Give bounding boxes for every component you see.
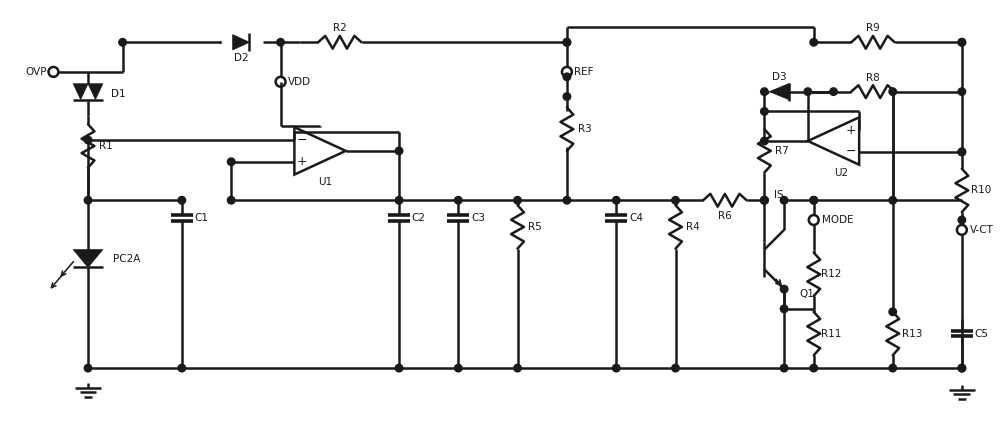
Circle shape: [672, 197, 679, 204]
Circle shape: [514, 197, 521, 204]
Text: MODE: MODE: [822, 215, 853, 225]
Circle shape: [958, 148, 966, 156]
Circle shape: [889, 88, 896, 95]
Text: −: −: [846, 145, 857, 158]
Circle shape: [227, 197, 235, 204]
Circle shape: [810, 197, 817, 204]
Circle shape: [395, 197, 403, 204]
Circle shape: [761, 88, 768, 95]
Circle shape: [227, 158, 235, 165]
Circle shape: [761, 108, 768, 115]
Circle shape: [277, 39, 284, 46]
Text: R1: R1: [99, 141, 113, 151]
Circle shape: [395, 147, 403, 154]
Circle shape: [761, 197, 768, 204]
Polygon shape: [73, 249, 103, 268]
Text: VDD: VDD: [287, 77, 311, 87]
Circle shape: [455, 364, 462, 372]
Text: V-CT: V-CT: [970, 225, 994, 235]
Text: R2: R2: [333, 23, 347, 33]
Circle shape: [395, 364, 403, 372]
Text: PC2A: PC2A: [113, 254, 140, 264]
Text: Q1: Q1: [799, 289, 814, 299]
Circle shape: [810, 39, 817, 46]
Circle shape: [119, 39, 126, 46]
Text: C4: C4: [629, 213, 643, 223]
Text: R12: R12: [821, 269, 842, 279]
Text: R7: R7: [775, 146, 789, 156]
Circle shape: [889, 197, 896, 204]
Circle shape: [780, 197, 788, 204]
Text: R13: R13: [902, 329, 923, 338]
Circle shape: [563, 39, 571, 46]
Circle shape: [958, 364, 966, 372]
Circle shape: [514, 364, 521, 372]
Circle shape: [810, 364, 817, 372]
Text: C2: C2: [412, 213, 426, 223]
Circle shape: [958, 39, 966, 46]
Circle shape: [84, 197, 92, 204]
Text: R10: R10: [971, 185, 992, 195]
Circle shape: [563, 73, 571, 81]
Text: R11: R11: [821, 329, 842, 338]
Circle shape: [563, 197, 571, 204]
Text: −: −: [297, 133, 308, 147]
Text: D1: D1: [111, 88, 125, 99]
Circle shape: [958, 39, 966, 46]
Text: +: +: [846, 124, 857, 137]
Circle shape: [178, 364, 186, 372]
Circle shape: [958, 148, 966, 156]
Text: IS: IS: [774, 191, 784, 200]
Circle shape: [455, 197, 462, 204]
Circle shape: [889, 364, 896, 372]
Circle shape: [958, 88, 966, 95]
Circle shape: [84, 364, 92, 372]
Circle shape: [761, 137, 768, 145]
Text: U1: U1: [318, 177, 332, 187]
Text: REF: REF: [574, 67, 593, 77]
Circle shape: [958, 364, 966, 372]
Polygon shape: [769, 84, 789, 100]
Circle shape: [761, 197, 768, 204]
Circle shape: [563, 39, 571, 46]
Text: R9: R9: [866, 23, 880, 33]
Text: C3: C3: [471, 213, 485, 223]
Circle shape: [780, 286, 788, 293]
Text: R3: R3: [578, 124, 592, 134]
Circle shape: [830, 88, 837, 95]
Circle shape: [672, 364, 679, 372]
Text: R8: R8: [866, 73, 880, 83]
Circle shape: [761, 197, 768, 204]
Text: C5: C5: [975, 329, 989, 338]
Polygon shape: [88, 84, 103, 99]
Circle shape: [178, 197, 186, 204]
Polygon shape: [73, 84, 88, 99]
Circle shape: [958, 216, 966, 224]
Circle shape: [810, 197, 817, 204]
Circle shape: [780, 364, 788, 372]
Text: R5: R5: [528, 222, 542, 232]
Text: OVP: OVP: [25, 67, 47, 77]
Circle shape: [889, 308, 896, 315]
Text: R4: R4: [686, 222, 700, 232]
Text: D3: D3: [772, 72, 786, 82]
Circle shape: [84, 136, 92, 144]
Text: R6: R6: [718, 211, 732, 221]
Text: U2: U2: [834, 168, 848, 178]
Circle shape: [563, 93, 571, 100]
Circle shape: [780, 305, 788, 312]
Text: +: +: [297, 155, 308, 168]
Circle shape: [804, 88, 812, 95]
Polygon shape: [233, 35, 249, 50]
Text: C1: C1: [195, 213, 209, 223]
Circle shape: [613, 197, 620, 204]
Text: D2: D2: [234, 53, 248, 63]
Circle shape: [613, 364, 620, 372]
